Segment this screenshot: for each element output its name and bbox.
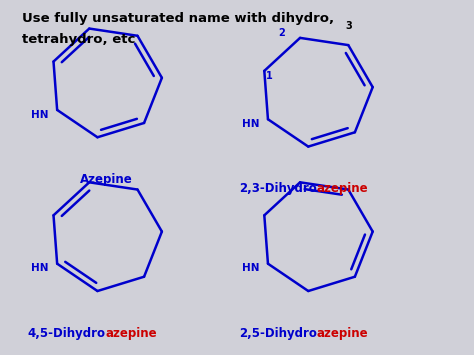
Text: azepine: azepine xyxy=(106,327,157,340)
Text: Azepine: Azepine xyxy=(80,173,132,186)
Text: azepine: azepine xyxy=(317,182,368,195)
Text: 2,3-Dihydro: 2,3-Dihydro xyxy=(239,182,317,195)
Text: HN: HN xyxy=(31,110,49,120)
Text: HN: HN xyxy=(242,263,260,273)
Text: HN: HN xyxy=(31,263,49,273)
Text: Use fully unsaturated name with dihydro,: Use fully unsaturated name with dihydro, xyxy=(21,12,334,25)
Text: 2: 2 xyxy=(278,28,285,38)
Text: azepine: azepine xyxy=(317,327,368,340)
Text: tetrahydro, etc: tetrahydro, etc xyxy=(21,33,135,46)
Text: 3: 3 xyxy=(345,21,352,32)
Text: HN: HN xyxy=(242,119,260,129)
Text: 1: 1 xyxy=(265,71,273,81)
Text: 2,5-Dihydro: 2,5-Dihydro xyxy=(239,327,317,340)
Text: 4,5-Dihydro: 4,5-Dihydro xyxy=(28,327,106,340)
